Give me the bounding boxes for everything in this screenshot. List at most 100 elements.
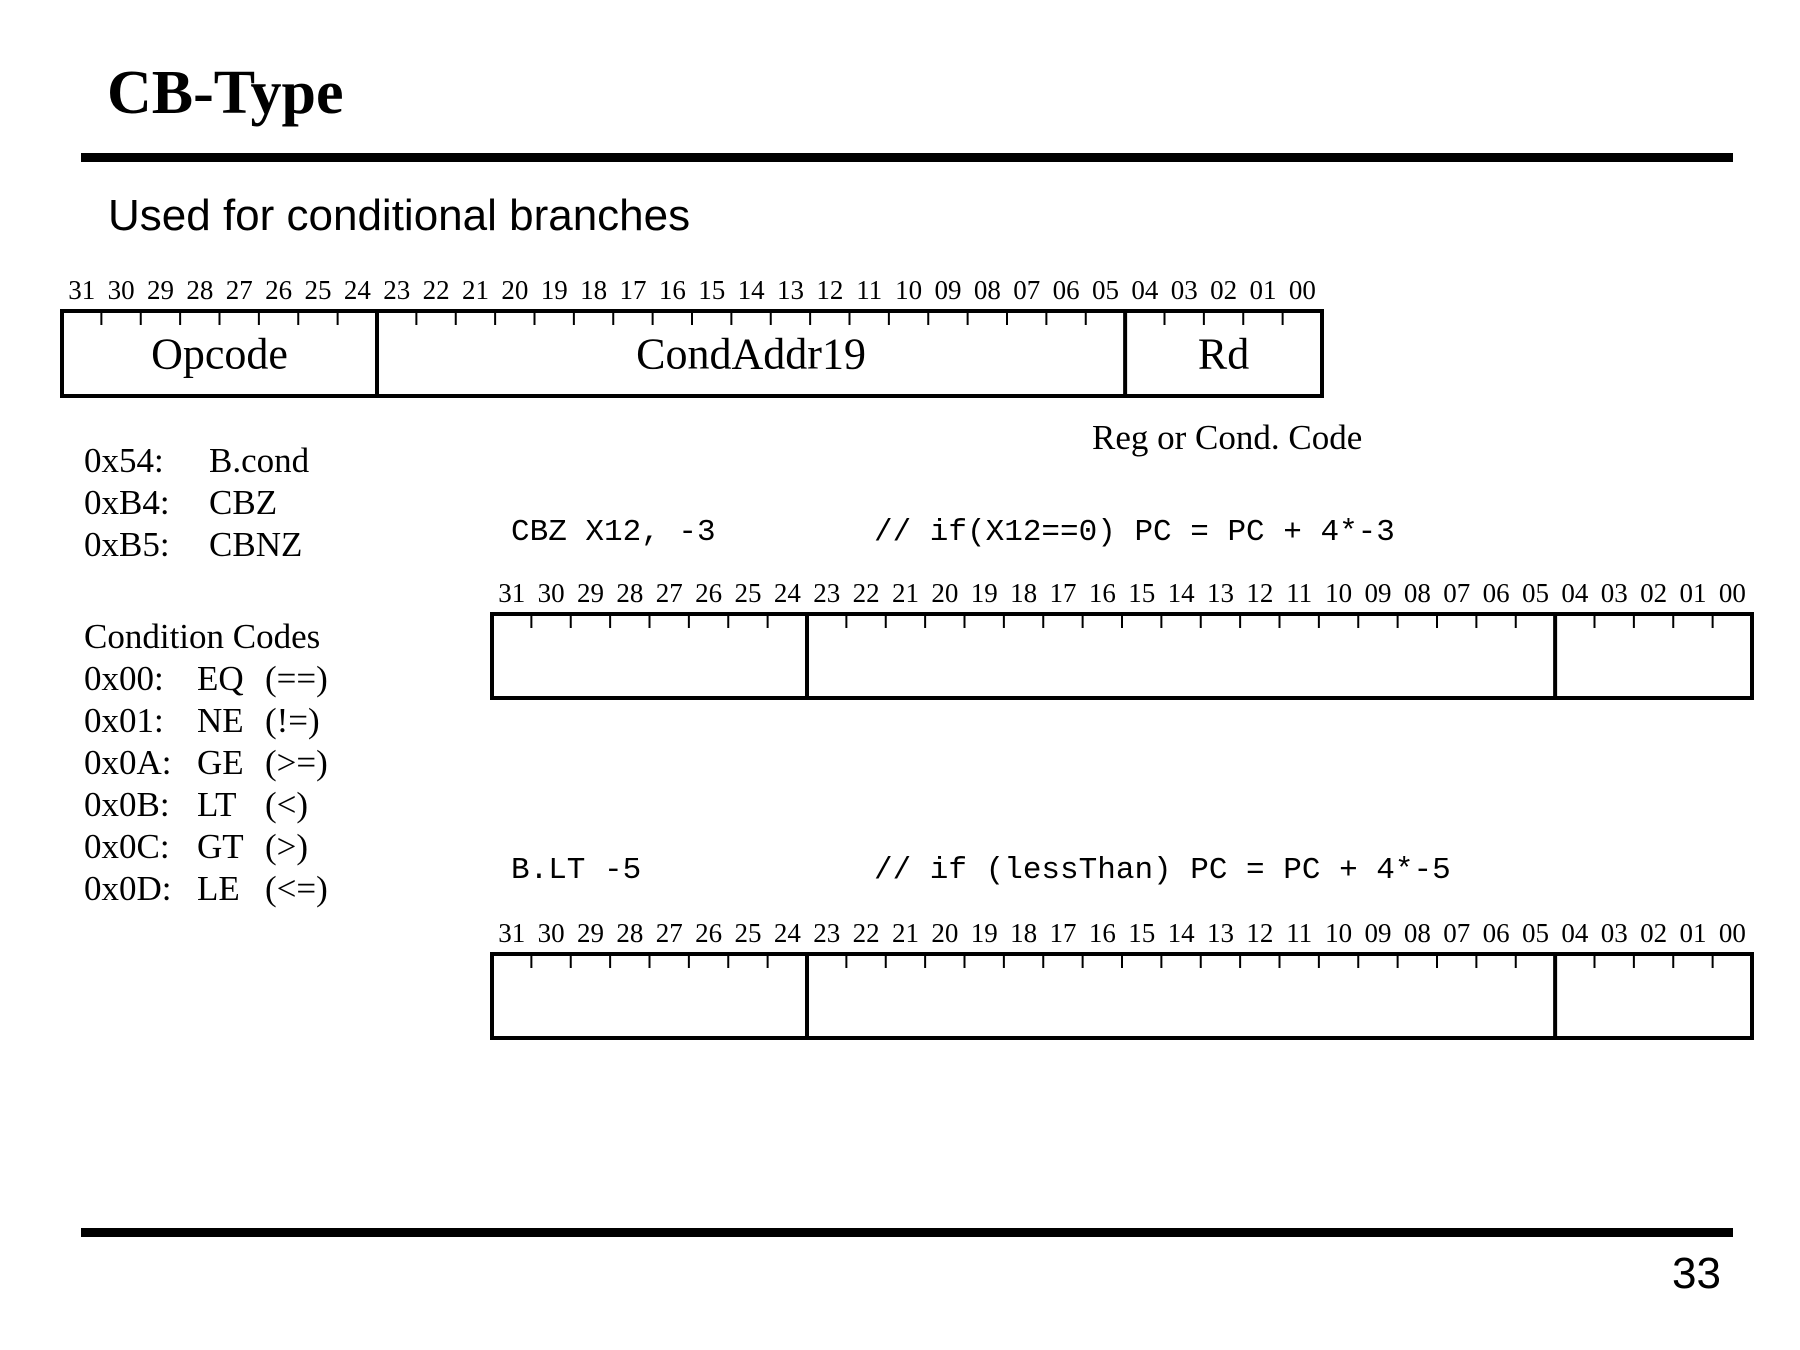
condition-code-value: 0x0D: (84, 869, 172, 908)
condition-code-name: LT (197, 785, 237, 824)
opcode-mnemonic: CBNZ (209, 525, 303, 564)
bit-number-label: 11 (1286, 578, 1312, 608)
bit-number-label: 12 (1246, 918, 1273, 948)
bit-number-label: 04 (1561, 918, 1589, 948)
bit-number-label: 16 (1089, 578, 1116, 608)
example-1-comment: // if(X12==0) PC = PC + 4*-3 (874, 515, 1395, 550)
bit-number-label: 22 (853, 918, 880, 948)
bit-number-label: 19 (971, 578, 998, 608)
cb-format-diagram: 31 30 29 28 27 26 25 24 23 22 21 20 19 18 17 16 15 14 13 12… (60, 275, 1324, 398)
bit-number-label: 22 (423, 275, 450, 305)
bit-number-label: 05 (1092, 275, 1119, 305)
condition-code-row: 0x0D: LE (<=) (84, 868, 328, 910)
bit-number-label: 19 (971, 918, 998, 948)
example-2-instruction: B.LT -5 (511, 853, 642, 888)
bit-number-label: 16 (1089, 918, 1116, 948)
bit-number-label: 27 (656, 918, 683, 948)
slide-title: CB-Type (107, 59, 344, 127)
bit-number-label: 18 (1010, 578, 1037, 608)
bit-number-label: 31 (498, 578, 525, 608)
condition-code-list: Condition Codes 0x00: EQ (==) 0x01: NE (… (84, 616, 328, 910)
bit-number-label: 26 (695, 918, 722, 948)
bit-number-label: 08 (1404, 918, 1431, 948)
bit-number-label: 31 (68, 275, 95, 305)
bit-number-label: 06 (1053, 275, 1080, 305)
condition-code-operator: (>) (265, 827, 309, 866)
condition-code-name: LE (197, 869, 240, 908)
condition-code-operator: (<) (265, 785, 309, 824)
condition-code-value: 0x01: (84, 701, 164, 740)
bit-number-label: 04 (1131, 275, 1159, 305)
field-name-label: CondAddr19 (636, 330, 866, 379)
bit-number-label: 31 (498, 918, 525, 948)
bit-number-label: 18 (580, 275, 607, 305)
bit-number-label: 13 (1207, 918, 1234, 948)
condition-code-name: GT (197, 827, 244, 866)
bit-number-label: 14 (1168, 578, 1196, 608)
bit-number-label: 20 (931, 918, 958, 948)
bit-number-label: 28 (186, 275, 213, 305)
bit-number-label: 15 (698, 275, 725, 305)
bit-number-label: 26 (265, 275, 292, 305)
opcode-value: 0x54: (84, 441, 164, 480)
condition-code-name: EQ (197, 659, 244, 698)
slide-subtitle: Used for conditional branches (108, 191, 691, 240)
bit-number-label: 25 (734, 578, 761, 608)
bit-number-label: 15 (1128, 578, 1155, 608)
bit-number-label: 20 (931, 578, 958, 608)
bit-number-label: 23 (813, 578, 840, 608)
bit-number-label: 02 (1640, 578, 1667, 608)
example-2-comment: // if (lessThan) PC = PC + 4*-5 (874, 853, 1451, 888)
condition-codes-heading: Condition Codes (84, 617, 321, 656)
bit-number-label: 20 (501, 275, 528, 305)
bit-number-label: 12 (1246, 578, 1273, 608)
bit-number-label: 09 (1364, 918, 1391, 948)
blt-example-diagram: 31 30 29 28 27 26 25 24 23 22 21 20 19 18 17 16 15 14 13 12… (490, 918, 1754, 1040)
bit-number-label: 03 (1601, 578, 1628, 608)
page-number: 33 (1672, 1249, 1721, 1298)
bit-number-label: 14 (1168, 918, 1196, 948)
condition-code-value: 0x0A: (84, 743, 172, 782)
bit-number-label: 00 (1289, 275, 1316, 305)
bit-number-label: 00 (1719, 578, 1746, 608)
bit-number-label: 27 (656, 578, 683, 608)
bit-number-label: 01 (1679, 578, 1706, 608)
bit-number-label: 04 (1561, 578, 1589, 608)
bit-number-label: 05 (1522, 578, 1549, 608)
bit-number-label: 21 (892, 578, 919, 608)
bit-number-label: 11 (1286, 918, 1312, 948)
bit-number-label: 07 (1443, 578, 1470, 608)
bit-number-label: 17 (1049, 578, 1076, 608)
bit-number-label: 10 (1325, 578, 1352, 608)
title-divider (81, 153, 1733, 162)
bit-number-label: 24 (774, 918, 802, 948)
bit-number-label: 01 (1249, 275, 1276, 305)
bit-number-label: 06 (1483, 578, 1510, 608)
bit-number-label: 23 (813, 918, 840, 948)
bit-number-label: 23 (383, 275, 410, 305)
bit-number-label: 28 (616, 578, 643, 608)
bit-number-label: 17 (619, 275, 646, 305)
condition-code-row: 0x01: NE (!=) (84, 700, 320, 742)
bit-number-label: 10 (895, 275, 922, 305)
condition-code-value: 0x00: (84, 659, 164, 698)
bit-number-label: 13 (777, 275, 804, 305)
bit-number-label: 21 (892, 918, 919, 948)
rd-field-note: Reg or Cond. Code (1092, 418, 1363, 457)
bit-number-label: 00 (1719, 918, 1746, 948)
bit-number-label: 07 (1013, 275, 1040, 305)
condition-code-operator: (!=) (265, 701, 320, 740)
bit-number-label: 30 (538, 578, 565, 608)
condition-code-name: NE (197, 701, 244, 740)
condition-code-row: 0x0C: GT (>) (84, 826, 320, 868)
condition-code-operator: (>=) (265, 743, 328, 782)
bit-number-label: 03 (1171, 275, 1198, 305)
bit-number-label: 14 (738, 275, 766, 305)
bit-number-label: 30 (538, 918, 565, 948)
bit-number-label: 09 (934, 275, 961, 305)
bit-number-label: 24 (344, 275, 372, 305)
bit-number-label: 06 (1483, 918, 1510, 948)
condition-code-operator: (==) (265, 659, 328, 698)
bit-number-label: 08 (974, 275, 1001, 305)
condition-code-operator: (<=) (265, 869, 328, 908)
